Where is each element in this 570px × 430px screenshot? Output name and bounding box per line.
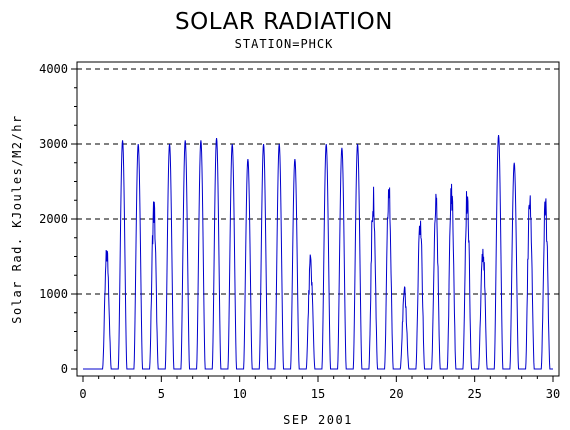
x-tick-label: 5	[158, 387, 165, 401]
tick-labels: 0 1000 2000 3000 4000 0 5 10 15 20 25 30	[39, 62, 560, 401]
chart-subtitle: STATION=PHCK	[235, 37, 334, 51]
y-tick-label: 2000	[39, 212, 68, 226]
radiation-line	[83, 134, 553, 370]
x-tick-label: 30	[546, 387, 560, 401]
y-axis-label: Solar Rad. KJoules/M2/hr	[10, 114, 24, 323]
x-tick-label: 0	[79, 387, 86, 401]
series-solar-radiation	[83, 134, 553, 370]
x-tick-label: 10	[232, 387, 246, 401]
chart-title: SOLAR RADIATION	[175, 9, 393, 35]
x-tick-label: 25	[467, 387, 481, 401]
x-axis-label: SEP 2001	[283, 413, 353, 427]
plot-frame	[76, 61, 560, 377]
x-tick-label: 20	[389, 387, 403, 401]
y-tick-label: 0	[61, 362, 68, 376]
x-tick-label: 15	[311, 387, 325, 401]
axis-ticks	[71, 68, 554, 382]
y-tick-label: 4000	[39, 62, 68, 76]
y-tick-label: 1000	[39, 287, 68, 301]
gridlines	[77, 68, 559, 295]
y-tick-label: 3000	[39, 137, 68, 151]
